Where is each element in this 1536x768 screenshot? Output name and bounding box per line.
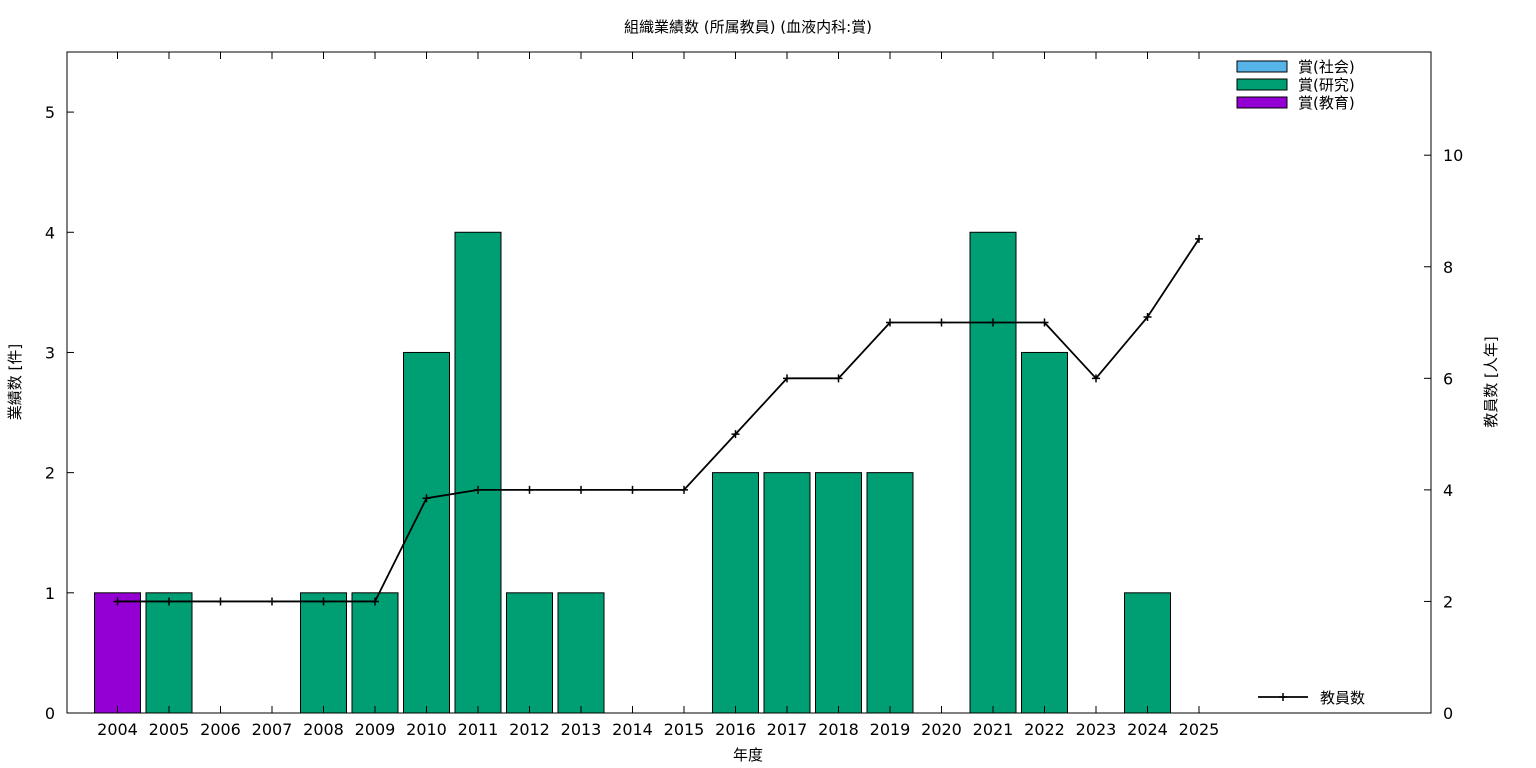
line-point-2011 xyxy=(474,485,482,494)
line-point-2015 xyxy=(680,485,688,494)
y-tick-label-3: 3 xyxy=(45,343,55,362)
x-tick-label-2024: 2024 xyxy=(1127,720,1168,739)
y2-tick-label-8: 8 xyxy=(1443,258,1453,277)
x-tick-label-2022: 2022 xyxy=(1024,720,1065,739)
line-point-2023 xyxy=(1092,374,1100,383)
y2-tick-label-2: 2 xyxy=(1443,592,1453,611)
line-point-2017 xyxy=(783,374,791,383)
y2-tick-label-4: 4 xyxy=(1443,481,1453,500)
x-tick-label-2021: 2021 xyxy=(973,720,1014,739)
x-tick-label-2015: 2015 xyxy=(664,720,705,739)
legend-swatch-0 xyxy=(1236,60,1288,73)
y-tick-label-1: 1 xyxy=(45,584,55,603)
x-tick-label-2023: 2023 xyxy=(1076,720,1117,739)
x-tick-label-2018: 2018 xyxy=(818,720,859,739)
y2-tick-label-10: 10 xyxy=(1443,146,1463,165)
y2-tick-label-6: 6 xyxy=(1443,369,1453,388)
x-axis-label: 年度 xyxy=(733,746,763,764)
bar-2009-series-1 xyxy=(351,592,399,714)
bar-2013-series-1 xyxy=(557,592,605,714)
y-tick-label-5: 5 xyxy=(45,103,55,122)
bar-2017-series-1 xyxy=(763,472,811,714)
line-point-2024 xyxy=(1143,312,1152,321)
line-point-2018 xyxy=(834,374,843,383)
x-tick-label-2010: 2010 xyxy=(406,720,447,739)
bar-2010-series-1 xyxy=(403,351,450,714)
line-point-2014 xyxy=(628,485,637,494)
bar-2004-series-2 xyxy=(94,592,141,714)
x-tick-label-2020: 2020 xyxy=(921,720,962,739)
x-tick-label-2007: 2007 xyxy=(252,720,293,739)
x-tick-label-2012: 2012 xyxy=(509,720,550,739)
legend-label-1: 賞(研究) xyxy=(1298,76,1355,94)
x-tick-label-2013: 2013 xyxy=(561,720,602,739)
ticks-layer: 2004 2005 2006 2007 2008 2009 2010 2011 2012 2013… xyxy=(45,52,1463,739)
x-tick-label-2019: 2019 xyxy=(870,720,911,739)
x-tick-label-2008: 2008 xyxy=(303,720,344,739)
bar-2022-series-1 xyxy=(1021,351,1068,714)
legend-swatch-2 xyxy=(1236,96,1288,109)
line-point-2009 xyxy=(371,597,379,606)
line-point-2016 xyxy=(731,430,740,439)
bar-2024-series-1 xyxy=(1124,592,1171,714)
bar-2005-series-1 xyxy=(145,592,193,714)
line-point-2013 xyxy=(577,485,585,494)
line-layer xyxy=(113,234,1203,606)
x-tick-label-2004: 2004 xyxy=(97,720,138,739)
y-tick-label-0: 0 xyxy=(45,704,55,723)
bar-2016-series-1 xyxy=(712,472,759,714)
y-tick-label-2: 2 xyxy=(45,464,55,483)
line-point-2020 xyxy=(937,318,946,327)
x-tick-label-2014: 2014 xyxy=(612,720,653,739)
line-point-2010 xyxy=(422,494,431,503)
line-point-2006 xyxy=(216,597,225,606)
bars-layer xyxy=(94,231,1171,714)
line-faculty-count xyxy=(117,238,1200,603)
bar-2021-series-1 xyxy=(969,231,1017,714)
line-point-2025 xyxy=(1195,234,1203,243)
plot-frame xyxy=(66,51,1432,714)
y-axis-label: 業績数 [件] xyxy=(6,344,24,420)
line-point-2004 xyxy=(113,597,122,606)
chart-title: 組織業績数 (所属教員) (血液内科:賞) xyxy=(624,18,872,36)
line-point-2021 xyxy=(989,318,997,327)
x-tick-label-2006: 2006 xyxy=(200,720,241,739)
legend: 賞(社会)賞(研究)賞(教育) 教員数 xyxy=(1236,58,1365,707)
bar-2011-series-1 xyxy=(454,231,502,714)
line-point-2022 xyxy=(1040,318,1049,327)
legend-line-marker xyxy=(1279,693,1287,701)
y2-tick-label-0: 0 xyxy=(1443,704,1453,723)
bar-2018-series-1 xyxy=(815,472,862,714)
x-tick-label-2016: 2016 xyxy=(715,720,756,739)
bar-2019-series-1 xyxy=(866,472,914,714)
x-tick-label-2025: 2025 xyxy=(1179,720,1220,739)
line-point-2012 xyxy=(525,485,534,494)
bar-2008-series-1 xyxy=(300,592,347,714)
x-tick-label-2009: 2009 xyxy=(355,720,396,739)
bar-2012-series-1 xyxy=(506,592,553,714)
legend-line-label: 教員数 xyxy=(1320,689,1365,707)
line-point-2008 xyxy=(319,597,328,606)
y-tick-label-4: 4 xyxy=(45,223,55,242)
legend-swatch-1 xyxy=(1236,78,1288,91)
x-tick-label-2017: 2017 xyxy=(767,720,808,739)
x-tick-label-2005: 2005 xyxy=(149,720,190,739)
legend-label-0: 賞(社会) xyxy=(1298,58,1355,76)
line-point-2007 xyxy=(268,597,276,606)
legend-label-2: 賞(教育) xyxy=(1298,94,1355,112)
y2-axis-label: 教員数 [人年] xyxy=(1482,336,1500,427)
x-tick-label-2011: 2011 xyxy=(458,720,499,739)
line-point-2019 xyxy=(886,318,894,327)
line-point-2005 xyxy=(165,597,173,606)
